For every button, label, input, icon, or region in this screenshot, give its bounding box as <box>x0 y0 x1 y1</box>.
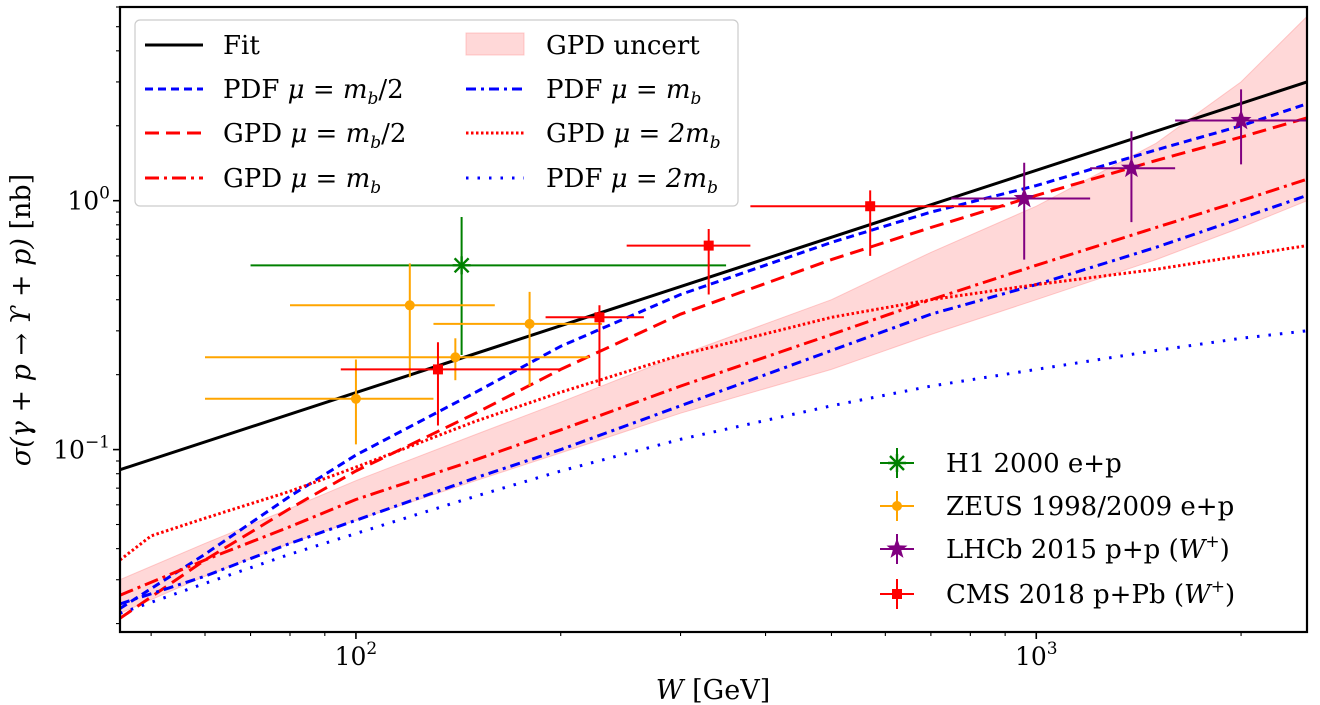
series-line-2 <box>120 116 1307 620</box>
y-tick-label: 10−1 <box>53 433 110 465</box>
data-point-1-2 <box>205 338 589 381</box>
legend-label-3: GPD μ = mb <box>223 164 381 198</box>
legend-top-frame <box>134 19 739 207</box>
legend-label-1: PDF μ = mb/2 <box>223 75 404 109</box>
marker <box>404 300 415 311</box>
marker <box>703 240 714 251</box>
series-line-0 <box>120 80 1307 472</box>
legend-label-2: GPD μ = mb/2 <box>223 119 406 153</box>
legend-marker <box>892 589 902 599</box>
legend-point-label-3: CMS 2018 p+Pb (W+) <box>946 577 1235 610</box>
series-layer <box>120 80 1307 620</box>
legend-label-4: PDF μ = mb <box>546 75 701 109</box>
legend-label-0: Fit <box>223 31 260 61</box>
data-points-layer <box>205 89 1307 445</box>
series-line-3 <box>120 177 1307 597</box>
plot-frame <box>118 5 1309 634</box>
legend-point-swatch-0 <box>880 448 914 478</box>
data-point-3-1 <box>545 305 644 387</box>
marker <box>1230 109 1252 130</box>
data-point-1-1 <box>290 263 495 378</box>
data-point-2-2 <box>1175 89 1307 165</box>
series-line-5 <box>120 244 1307 562</box>
legend-label-5: GPD μ = 2mb <box>546 119 721 153</box>
marker <box>350 393 361 404</box>
legend-bottom: H1 2000 e+p ZEUS 1998/2009 e+p LHCb 2015 p… <box>880 448 1235 610</box>
marker <box>865 201 876 212</box>
legend-marker <box>886 538 908 558</box>
legend-point-label-0: H1 2000 e+p <box>946 449 1122 479</box>
x-axis-label: W [GeV] <box>656 675 770 705</box>
legend-point-swatch-3 <box>880 579 914 609</box>
data-point-0-0 <box>250 216 727 355</box>
x-tick-label: 102 <box>335 639 378 671</box>
data-point-2-1 <box>1090 131 1176 223</box>
legend-label-band: GPD uncert <box>546 31 700 61</box>
marker <box>594 312 605 323</box>
marker <box>524 318 535 329</box>
data-point-3-3 <box>750 190 1006 256</box>
data-point-3-0 <box>340 342 561 426</box>
marker <box>1013 187 1035 208</box>
legend-label-6: PDF μ = 2mb <box>546 164 718 198</box>
y-tick-label: 100 <box>67 184 110 216</box>
legend-swatch-band <box>465 32 525 56</box>
marker <box>432 364 443 375</box>
marker <box>452 256 471 275</box>
data-point-1-0 <box>205 359 434 445</box>
legend-point-swatch-2 <box>880 534 914 564</box>
series-line-1 <box>120 102 1307 610</box>
legend-point-swatch-1 <box>880 491 914 521</box>
legend-marker <box>892 501 902 511</box>
x-tick-label: 103 <box>1015 639 1058 671</box>
y-axis-label: σ(γ + p → ϒ + p) [nb] <box>6 174 37 466</box>
legend-point-label-1: ZEUS 1998/2009 e+p <box>946 492 1234 522</box>
series-line-6 <box>120 329 1307 615</box>
data-point-3-2 <box>626 228 751 295</box>
legend-point-label-2: LHCb 2015 p+p (W+) <box>946 532 1230 565</box>
series-line-4 <box>120 193 1307 606</box>
marker <box>450 352 461 363</box>
legend-top: Fit PDF μ = mb/2 GPD μ = mb/2 GPD μ = mb GPD… <box>134 19 739 207</box>
ticks-layer: 102 103 10−1 100 <box>53 6 1242 671</box>
data-point-2-0 <box>951 162 1091 260</box>
marker <box>1121 157 1142 178</box>
legend-marker <box>888 454 906 472</box>
